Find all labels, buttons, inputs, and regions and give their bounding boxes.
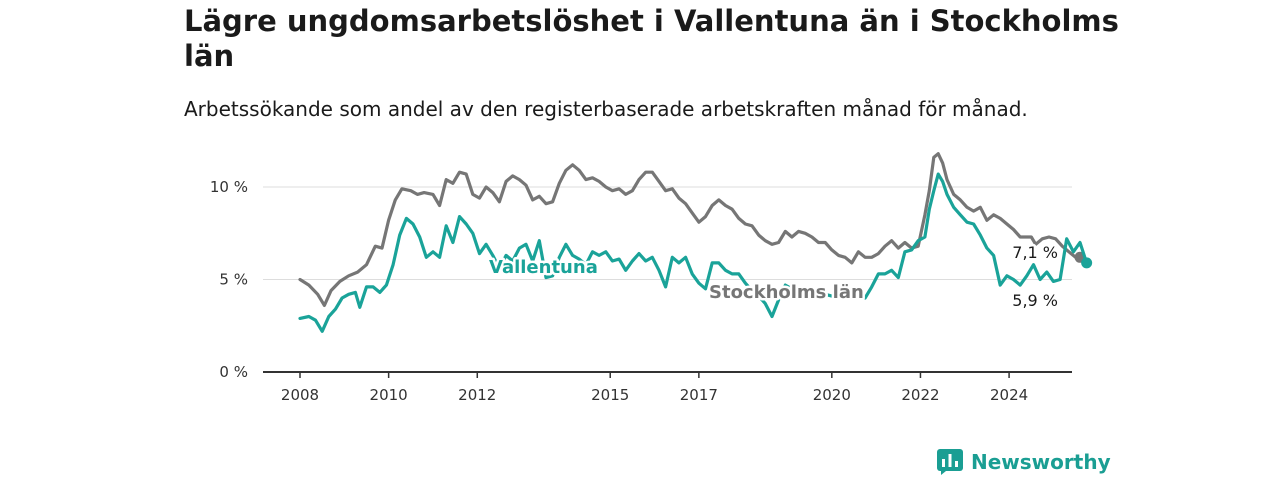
x-tick-label: 2017 bbox=[680, 386, 718, 404]
x-tick-label: 2008 bbox=[281, 386, 319, 404]
end-value-vallentuna: 5,9 % bbox=[1012, 291, 1058, 310]
end-value-stockholms-lan: 7,1 % bbox=[1012, 243, 1058, 262]
x-tick-label: 2020 bbox=[813, 386, 851, 404]
series-lines bbox=[298, 152, 1093, 333]
series-line-0 bbox=[298, 152, 1082, 307]
series-label-stockholms-lan: Stockholms län bbox=[709, 282, 864, 303]
series-end-point-1 bbox=[1081, 257, 1093, 269]
y-tick-label: 0 % bbox=[219, 363, 248, 381]
y-tick-label: 10 % bbox=[210, 178, 248, 196]
series-label-vallentuna: Vallentuna bbox=[489, 257, 598, 278]
x-axis-ticks: 2008 2010 2012 2015 2017 2020 2022 2024 bbox=[281, 372, 1028, 404]
chart-title: Lägre ungdomsarbetslöshet i Vallentuna ä… bbox=[184, 4, 1119, 73]
x-tick-label: 2024 bbox=[990, 386, 1028, 404]
x-tick-label: 2022 bbox=[901, 386, 939, 404]
series-line-1 bbox=[298, 172, 1089, 333]
series-labels: Vallentuna Stockholms län 7,1 % 5,9 % bbox=[487, 241, 1061, 313]
y-tick-label: 5 % bbox=[219, 271, 248, 289]
brand-logo: Newsworthy bbox=[937, 449, 1111, 475]
chart-subtitle: Arbetssökande som andel av den registerb… bbox=[184, 97, 1028, 121]
x-tick-label: 2012 bbox=[458, 386, 496, 404]
y-axis-ticks: 0 % 5 % 10 % bbox=[210, 178, 248, 381]
x-tick-label: 2015 bbox=[591, 386, 629, 404]
newsworthy-logo-icon bbox=[937, 449, 963, 475]
brand-name: Newsworthy bbox=[971, 450, 1111, 474]
x-tick-label: 2010 bbox=[370, 386, 408, 404]
